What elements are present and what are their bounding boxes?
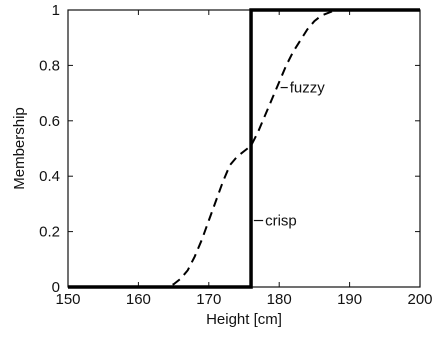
x-tick-label: 150	[55, 291, 80, 308]
x-tick-label: 160	[126, 291, 151, 308]
annotation-crisp-label: crisp	[265, 213, 297, 230]
y-tick-label: 0.2	[39, 224, 60, 241]
series-crisp-line	[68, 8, 420, 289]
y-tick-label: 0.4	[39, 168, 60, 185]
y-tick-label: 1	[52, 2, 60, 19]
x-axis-label: Height [cm]	[206, 311, 282, 328]
y-axis-ticks: 0 0.2 0.4 0.6 0.8 1	[39, 2, 420, 296]
x-axis-ticks: 150 160 170 180 190 200	[55, 10, 433, 308]
x-tick-label: 180	[267, 291, 292, 308]
annotations-layer: fuzzy crisp	[253, 80, 326, 230]
y-axis-label: Membership	[11, 107, 28, 190]
y-tick-label: 0	[52, 279, 60, 296]
series-layer	[68, 8, 420, 289]
plot-area	[67, 9, 421, 288]
y-tick-label: 0.8	[39, 57, 60, 74]
x-tick-label: 190	[337, 291, 362, 308]
series-fuzzy-line	[68, 9, 420, 288]
y-tick-label: 0.6	[39, 113, 60, 130]
annotation-fuzzy-label: fuzzy	[290, 80, 326, 97]
x-tick-label: 200	[407, 291, 432, 308]
x-tick-label: 170	[196, 291, 221, 308]
